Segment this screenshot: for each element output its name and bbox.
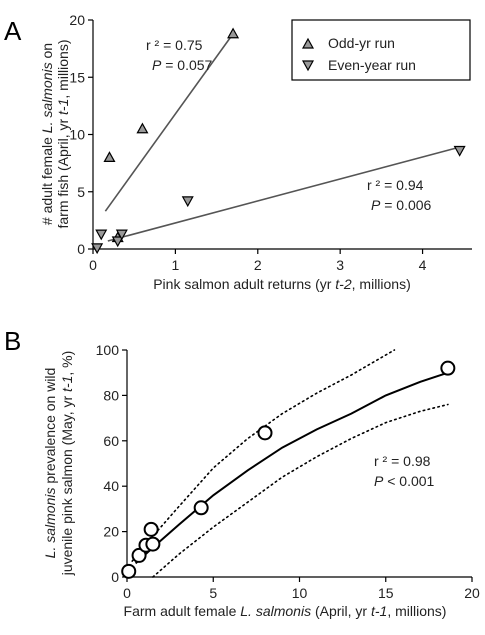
even-year-point — [95, 229, 108, 241]
y-tick-label: 0 — [77, 241, 85, 257]
y-tick-label: 5 — [77, 184, 85, 200]
y-tick-label: 0 — [111, 569, 119, 585]
panel-a-y-ticks: 0 5 10 15 20 — [69, 12, 93, 257]
panel-b-x-ticks: 0 5 10 15 20 — [123, 577, 480, 601]
x-tick-label: 5 — [209, 585, 217, 601]
data-point — [121, 563, 137, 579]
odd-yr-point — [103, 151, 116, 162]
y-tick-label: 20 — [103, 524, 119, 540]
y-tick-label: 15 — [69, 69, 85, 85]
panel-a-legend: Odd-yr run Even-year run — [291, 19, 471, 81]
x-tick-label: 0 — [89, 257, 97, 273]
y-tick-label: 40 — [103, 478, 119, 494]
panel-a-even-p: P = 0.006 — [371, 197, 432, 213]
x-tick-label: 2 — [254, 257, 262, 273]
y-tick-label: 100 — [96, 342, 120, 358]
panel-letter-a: A — [4, 16, 22, 46]
fit-curve — [134, 371, 449, 565]
panel-b-curves — [131, 349, 449, 578]
panel-b-points — [121, 360, 456, 579]
panel-b-y-axis-title-line2: juvenile pink salmon (May, yr t-1, %) — [59, 351, 75, 577]
panel-a-y-axis-title-line2: farm fish (April, yr t-1, millions) — [55, 39, 71, 228]
data-point — [440, 360, 456, 376]
panel-letter-b: B — [4, 326, 21, 356]
even-year-point — [453, 145, 466, 157]
legend-box — [291, 19, 471, 81]
panel-b-y-axis-title-line1: L. salmonis prevalence on wild — [42, 368, 58, 559]
ci-lower-curve — [152, 403, 449, 578]
x-tick-label: 10 — [292, 585, 308, 601]
panel-a-x-ticks: 0 1 2 3 4 — [89, 249, 427, 273]
odd-yr-point — [136, 122, 149, 134]
panel-a-odd-r2: r ² = 0.75 — [146, 37, 203, 53]
fit-line-odd-yr — [104, 33, 234, 212]
y-tick-label: 20 — [69, 12, 85, 28]
panel-a-points — [91, 27, 466, 255]
panel-a-odd-p: P = 0.057 — [152, 57, 213, 73]
x-tick-label: 1 — [171, 257, 179, 273]
y-tick-label: 10 — [69, 127, 85, 143]
even-year-point — [91, 243, 104, 255]
data-point — [193, 500, 209, 516]
data-point — [257, 425, 273, 441]
panel-a-y-axis-title-line1: # adult female L. salmonis on — [39, 43, 55, 225]
legend-label-odd: Odd-yr run — [328, 35, 395, 51]
x-tick-label: 4 — [419, 257, 427, 273]
ci-upper-curve — [131, 349, 396, 562]
odd-yr-point — [227, 27, 240, 39]
y-tick-label: 80 — [103, 387, 119, 403]
panel-b-r2: r ² = 0.98 — [374, 453, 431, 469]
even-year-point — [181, 196, 194, 208]
panel-a-x-axis-title: Pink salmon adult returns (yr t-2, milli… — [153, 276, 411, 292]
even-year-point — [115, 229, 128, 241]
x-tick-label: 0 — [123, 585, 131, 601]
panel-b-plot: 0 20 40 60 80 100 0 5 10 15 20 r ² = 0.98 P < 0.0… — [42, 342, 480, 619]
x-tick-label: 20 — [464, 585, 480, 601]
data-point — [145, 536, 161, 552]
panel-b-p: P < 0.001 — [374, 473, 435, 489]
panel-b-y-ticks: 0 20 40 60 80 100 — [96, 342, 127, 585]
fit-line-even-year — [107, 146, 460, 242]
panel-b-x-axis-title: Farm adult female L. salmonis (April, yr… — [124, 603, 447, 619]
x-tick-label: 15 — [378, 585, 394, 601]
y-tick-label: 60 — [103, 433, 119, 449]
x-tick-label: 3 — [336, 257, 344, 273]
even-year-point — [111, 236, 124, 248]
legend-marker-even-icon — [301, 60, 315, 72]
legend-label-even: Even-year run — [328, 57, 416, 73]
panel-a-fit-lines — [104, 33, 460, 242]
legend-marker-odd-icon — [301, 37, 315, 49]
data-point — [143, 521, 159, 537]
panel-a-even-r2: r ² = 0.94 — [367, 177, 424, 193]
data-point — [131, 547, 147, 563]
